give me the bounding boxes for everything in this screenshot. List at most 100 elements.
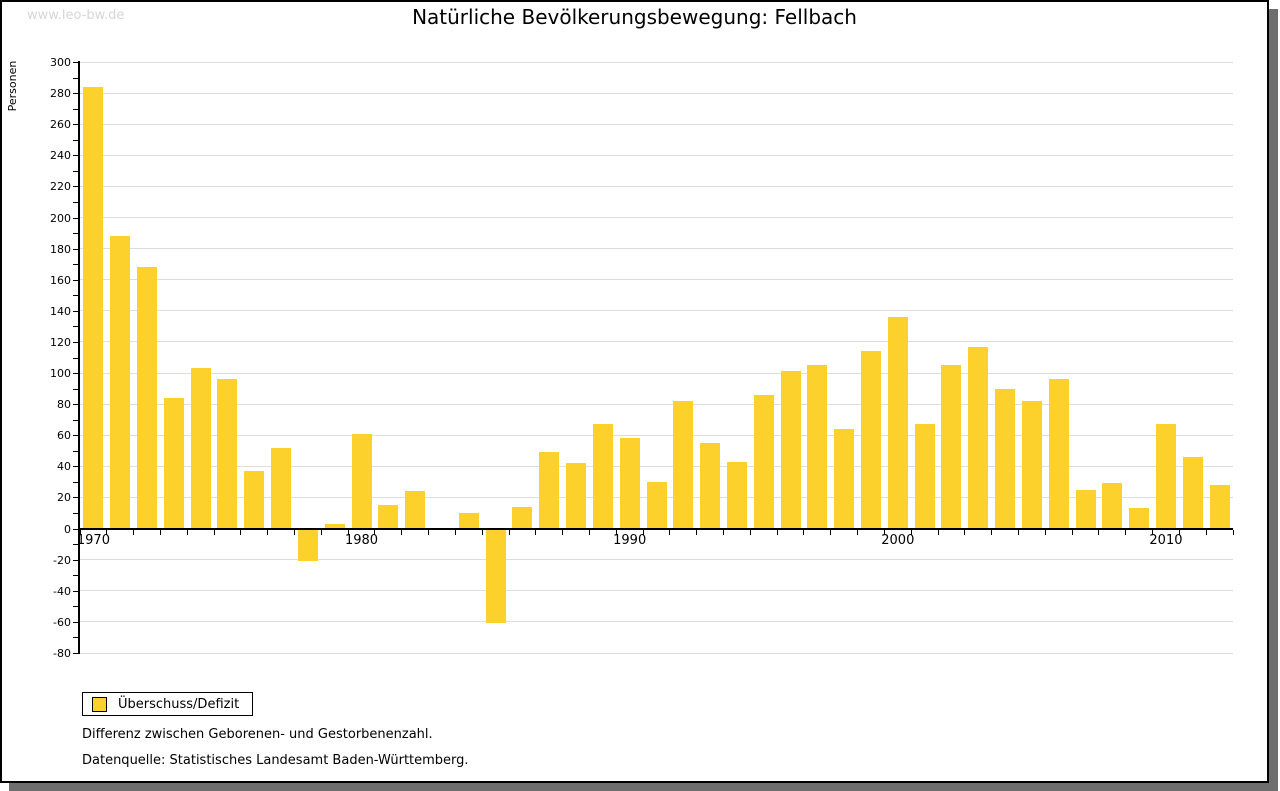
bar-1996 <box>780 371 801 529</box>
bar-1987 <box>539 452 560 529</box>
bar-1981 <box>378 505 399 529</box>
y-tick <box>73 248 78 250</box>
gridline <box>80 248 1233 250</box>
bar-1995 <box>753 394 774 529</box>
x-tick <box>964 529 966 535</box>
y-tick <box>73 497 78 499</box>
bar-1999 <box>861 351 881 529</box>
x-tick-label: 1970 <box>76 532 110 548</box>
bar-2002 <box>941 365 962 529</box>
gridline <box>80 434 1233 436</box>
x-tick <box>883 529 885 535</box>
y-tick <box>73 528 78 530</box>
x-tick <box>535 529 537 535</box>
bar-1988 <box>566 463 587 529</box>
x-tick <box>1098 529 1100 535</box>
y-tick <box>73 139 78 141</box>
bar-1971 <box>110 236 131 529</box>
bar-2008 <box>1102 483 1123 529</box>
gridline <box>80 465 1233 467</box>
x-tick-label: 1990 <box>613 532 647 548</box>
y-tick-label: 180 <box>50 242 71 256</box>
x-tick <box>347 529 349 535</box>
x-tick <box>991 529 993 535</box>
x-tick <box>937 529 939 535</box>
bar-1970 <box>83 86 104 529</box>
y-tick <box>73 264 78 266</box>
x-tick <box>1178 529 1180 535</box>
y-tick-label: -40 <box>53 584 71 598</box>
y-tick <box>73 621 78 623</box>
bar-1985 <box>485 528 506 624</box>
x-tick <box>696 529 698 535</box>
bar-1973 <box>163 397 184 529</box>
x-tick <box>857 529 859 535</box>
x-tick <box>1125 529 1127 535</box>
bar-2000 <box>887 317 908 529</box>
y-tick-label: 100 <box>50 367 71 381</box>
bar-1972 <box>137 267 158 529</box>
bar-1992 <box>673 401 694 529</box>
x-tick <box>294 529 295 535</box>
gridline <box>80 123 1233 125</box>
x-tick-label: 1980 <box>344 532 379 548</box>
y-tick <box>73 481 78 483</box>
y-tick-label: 120 <box>50 335 71 349</box>
y-tick <box>73 357 78 359</box>
y-tick <box>73 124 78 126</box>
y-axis-label: Personen <box>6 60 19 112</box>
gridline <box>80 590 1233 592</box>
y-tick-label: 60 <box>57 429 71 443</box>
gridline <box>80 621 1233 623</box>
y-tick-label: 20 <box>57 491 71 505</box>
bar-1980 <box>351 433 372 529</box>
x-tick <box>562 529 564 535</box>
y-tick <box>73 404 78 406</box>
gridline <box>80 559 1233 561</box>
x-tick <box>723 529 725 535</box>
bar-1997 <box>807 365 828 529</box>
x-tick <box>830 529 832 535</box>
bar-1986 <box>512 506 533 529</box>
x-tick <box>320 529 322 535</box>
gridline <box>80 185 1233 187</box>
y-tick-label: -20 <box>53 553 71 567</box>
x-tick <box>454 529 456 535</box>
gridline <box>80 217 1233 219</box>
y-tick-label: -60 <box>53 615 71 629</box>
y-tick <box>73 233 78 235</box>
footnote-source: Datenquelle: Statistisches Landesamt Bad… <box>82 753 469 768</box>
legend-swatch <box>92 696 107 712</box>
x-axis-line <box>80 527 1233 530</box>
bar-1998 <box>834 429 855 529</box>
y-tick <box>73 295 78 297</box>
x-tick <box>910 529 912 535</box>
plot-area: -80 -60 -40 -20 0 20 40 60 80 100 120 140 160 180 200 2… <box>50 57 1234 659</box>
bar-2004 <box>995 388 1016 529</box>
bar-2011 <box>1182 457 1203 529</box>
bar-1991 <box>646 481 667 529</box>
y-tick <box>73 155 78 157</box>
y-tick <box>73 450 78 452</box>
x-tick <box>669 529 671 535</box>
x-tick <box>1071 529 1073 535</box>
y-tick <box>73 373 78 375</box>
x-tick-label: 2010 <box>1149 532 1183 548</box>
y-tick-label: 80 <box>57 398 71 412</box>
x-tick <box>776 529 778 535</box>
bar-2007 <box>1075 489 1096 529</box>
y-tick <box>73 513 78 515</box>
y-tick <box>73 279 78 281</box>
y-tick-label: 200 <box>50 211 71 225</box>
x-tick <box>749 529 751 535</box>
y-tick <box>73 326 78 328</box>
y-tick <box>73 637 78 639</box>
x-tick <box>1017 529 1019 535</box>
y-tick <box>73 590 78 592</box>
y-tick <box>73 606 78 608</box>
x-tick <box>803 529 805 535</box>
x-tick <box>240 529 242 535</box>
bar-1974 <box>190 368 211 529</box>
y-tick <box>73 466 78 468</box>
